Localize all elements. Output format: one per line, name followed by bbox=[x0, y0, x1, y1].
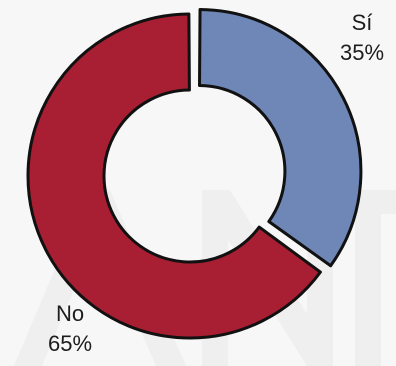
watermark-letter-t bbox=[340, 190, 396, 366]
slice-label-no: No 65% bbox=[48, 301, 92, 356]
slice-percentage-si: 35% bbox=[340, 40, 384, 65]
slice-label-si: Sí 35% bbox=[340, 10, 384, 65]
donut-slice-si bbox=[198, 7, 363, 268]
slice-category-si: Sí bbox=[352, 10, 373, 35]
donut-labels: Sí 35% No 65% bbox=[48, 10, 384, 356]
donut-slice-no bbox=[26, 12, 322, 340]
slice-category-no: No bbox=[56, 301, 84, 326]
slice-percentage-no: 65% bbox=[48, 331, 92, 356]
donut-slices bbox=[26, 7, 363, 340]
